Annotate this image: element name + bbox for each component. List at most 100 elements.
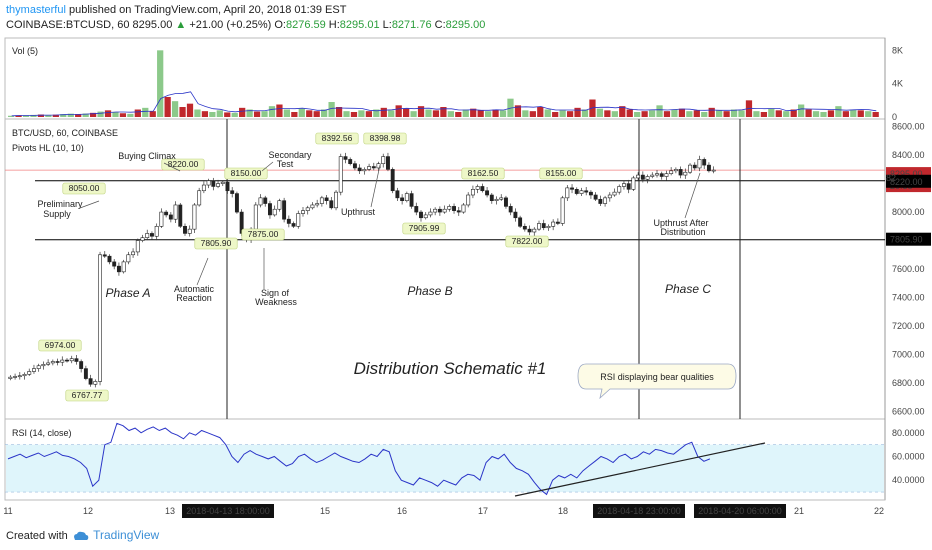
pivot-tag-label: 8220.00 — [168, 159, 199, 169]
candle-body — [489, 194, 494, 201]
volume-bar — [581, 109, 589, 117]
volume-bar — [872, 112, 879, 117]
volume-bar — [239, 107, 246, 117]
tradingview-logo[interactable]: TradingView — [72, 528, 159, 542]
candle-body — [258, 197, 263, 206]
pivot-tag-label: 8392.56 — [322, 133, 353, 143]
volume-bar — [298, 108, 305, 117]
volume-bar — [268, 106, 276, 117]
published-text: published on TradingView.com, April 20, … — [68, 4, 347, 16]
candle-body — [74, 358, 79, 362]
volume-bar — [768, 108, 775, 117]
price-tick: 7400.00 — [892, 292, 925, 302]
volume-bar — [89, 112, 97, 117]
annotation-text: Reaction — [176, 293, 212, 303]
candle-body — [178, 204, 183, 227]
volume-bar — [246, 109, 253, 117]
volume-bar — [619, 106, 626, 117]
candle-body — [433, 208, 438, 213]
candle-body — [565, 187, 570, 199]
candle-body — [305, 207, 310, 211]
candle-body — [348, 159, 353, 164]
volume-bar — [686, 111, 693, 117]
volume-bar — [738, 110, 745, 117]
candle-body — [461, 204, 466, 213]
candle-body — [36, 365, 41, 369]
annotation-text: Distribution — [660, 227, 705, 237]
pivot-tag — [539, 167, 583, 180]
candle-body — [324, 197, 329, 201]
volume-bar — [730, 109, 738, 117]
candle-body — [612, 191, 617, 196]
candle-body — [291, 223, 296, 227]
candle-body — [8, 376, 13, 379]
volume-bar — [15, 115, 22, 117]
volume-bar — [574, 107, 581, 117]
candle-body — [683, 171, 688, 176]
volume-bar — [119, 113, 127, 117]
pivots-label: Pivots HL (10, 10) — [12, 143, 84, 153]
candle-body — [102, 254, 107, 257]
candle-body — [697, 159, 702, 169]
volume-bar — [440, 107, 447, 117]
volume-bar — [805, 109, 812, 117]
volume-bar — [708, 107, 715, 117]
price-tick: 7200.00 — [892, 321, 925, 331]
candle-body — [50, 361, 55, 364]
volume-bar — [716, 110, 723, 117]
pivot-tag — [363, 132, 407, 145]
volume-bar — [112, 112, 119, 117]
volume-bar — [104, 110, 112, 117]
candle-body — [126, 254, 131, 263]
open-value: 8276.59 — [285, 19, 326, 31]
price-tick-partial: 82 — [886, 173, 896, 183]
annotation-arrow — [370, 164, 381, 208]
volume-bar — [470, 108, 477, 117]
volume-bar — [201, 111, 209, 117]
volume-bar — [783, 111, 790, 117]
candle-body — [480, 186, 485, 192]
candle-body — [338, 156, 343, 193]
pivot-tag — [505, 235, 549, 248]
volume-ma-line — [11, 91, 877, 117]
candle-body — [626, 183, 631, 190]
candle-body — [315, 203, 320, 206]
candle-body — [65, 359, 69, 362]
candle-body — [201, 184, 206, 192]
volume-bar — [75, 114, 82, 117]
candle-body — [187, 228, 192, 234]
volume-bar — [388, 110, 395, 117]
phase-label: Phase A — [106, 286, 151, 300]
chart-header: thymasterful published on TradingView.co… — [0, 0, 932, 38]
candle-body — [150, 233, 154, 237]
schematic-title: Distribution Schematic #1 — [354, 359, 547, 378]
candle-body — [409, 193, 414, 207]
annotation-text: Preliminary — [37, 199, 83, 209]
volume-bar — [678, 108, 686, 117]
volume-bar — [693, 110, 700, 117]
low-value: 8271.76 — [391, 19, 432, 31]
x-tick: 12 — [83, 506, 93, 516]
candle-body — [419, 211, 423, 219]
candle-body — [706, 164, 711, 172]
pivot-tag — [62, 182, 106, 195]
chart-svg[interactable]: Vol (5) 8K 4K 0 BTC/USD, 60, COINBASE Pivots … — [0, 0, 932, 522]
volume-bar — [164, 97, 171, 117]
candle-body — [220, 181, 225, 184]
pivot-tag-label: 8150.00 — [231, 168, 262, 178]
candle-body — [272, 208, 277, 216]
volume-bar — [812, 111, 820, 117]
candle-body — [470, 189, 475, 196]
annotation-arrow — [196, 257, 209, 286]
open-label: O: — [274, 19, 286, 31]
author-link[interactable]: thymasterful — [6, 4, 66, 16]
rsi-callout-bubble — [577, 363, 737, 400]
rsi-callout-text: RSI displaying bear qualities — [600, 372, 714, 382]
volume-bar — [134, 109, 141, 117]
volume-bar — [97, 111, 104, 117]
volume-bar — [596, 108, 604, 117]
x-tick: 17 — [478, 506, 488, 516]
candle-body — [678, 169, 683, 176]
candle-body — [579, 190, 584, 194]
volume-bar — [455, 112, 462, 117]
